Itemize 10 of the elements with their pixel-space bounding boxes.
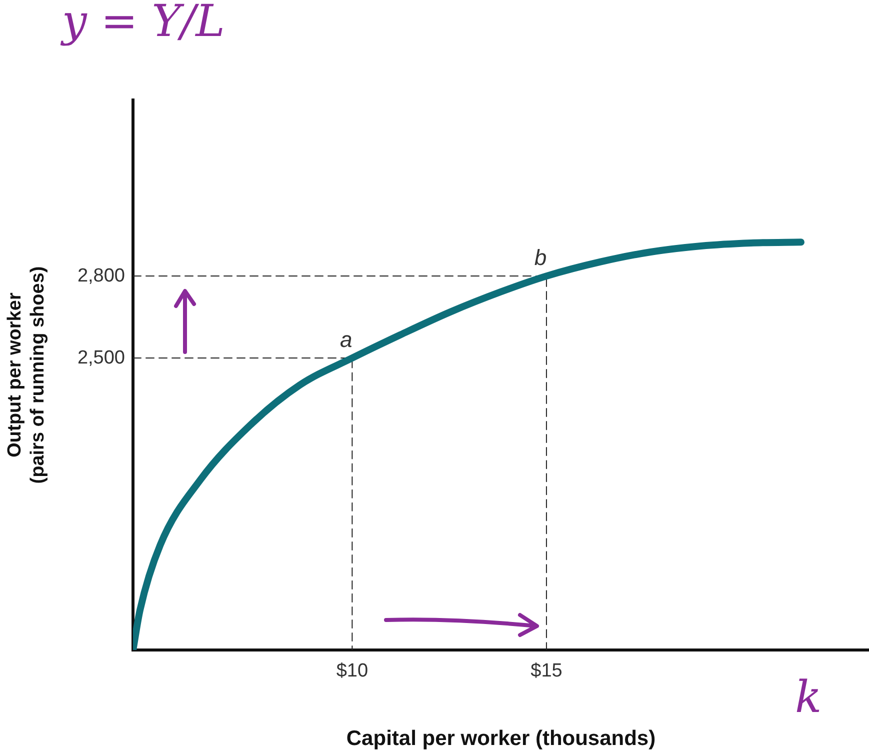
text: k [795,672,822,723]
annotation: b [534,245,547,270]
x-tick-label: $10 [336,660,368,682]
text: y = Y/L [62,0,225,47]
y-axis-title: Output per worker (pairs of running shoes) [4,266,48,484]
annotation: a [340,327,352,352]
y-tick-label: 2,500 [77,347,125,368]
y-tick-label: 2,800 [77,265,125,286]
x-axis-title: Capital per worker (thousands) [346,727,656,750]
x-tick-label: $15 [530,660,562,682]
